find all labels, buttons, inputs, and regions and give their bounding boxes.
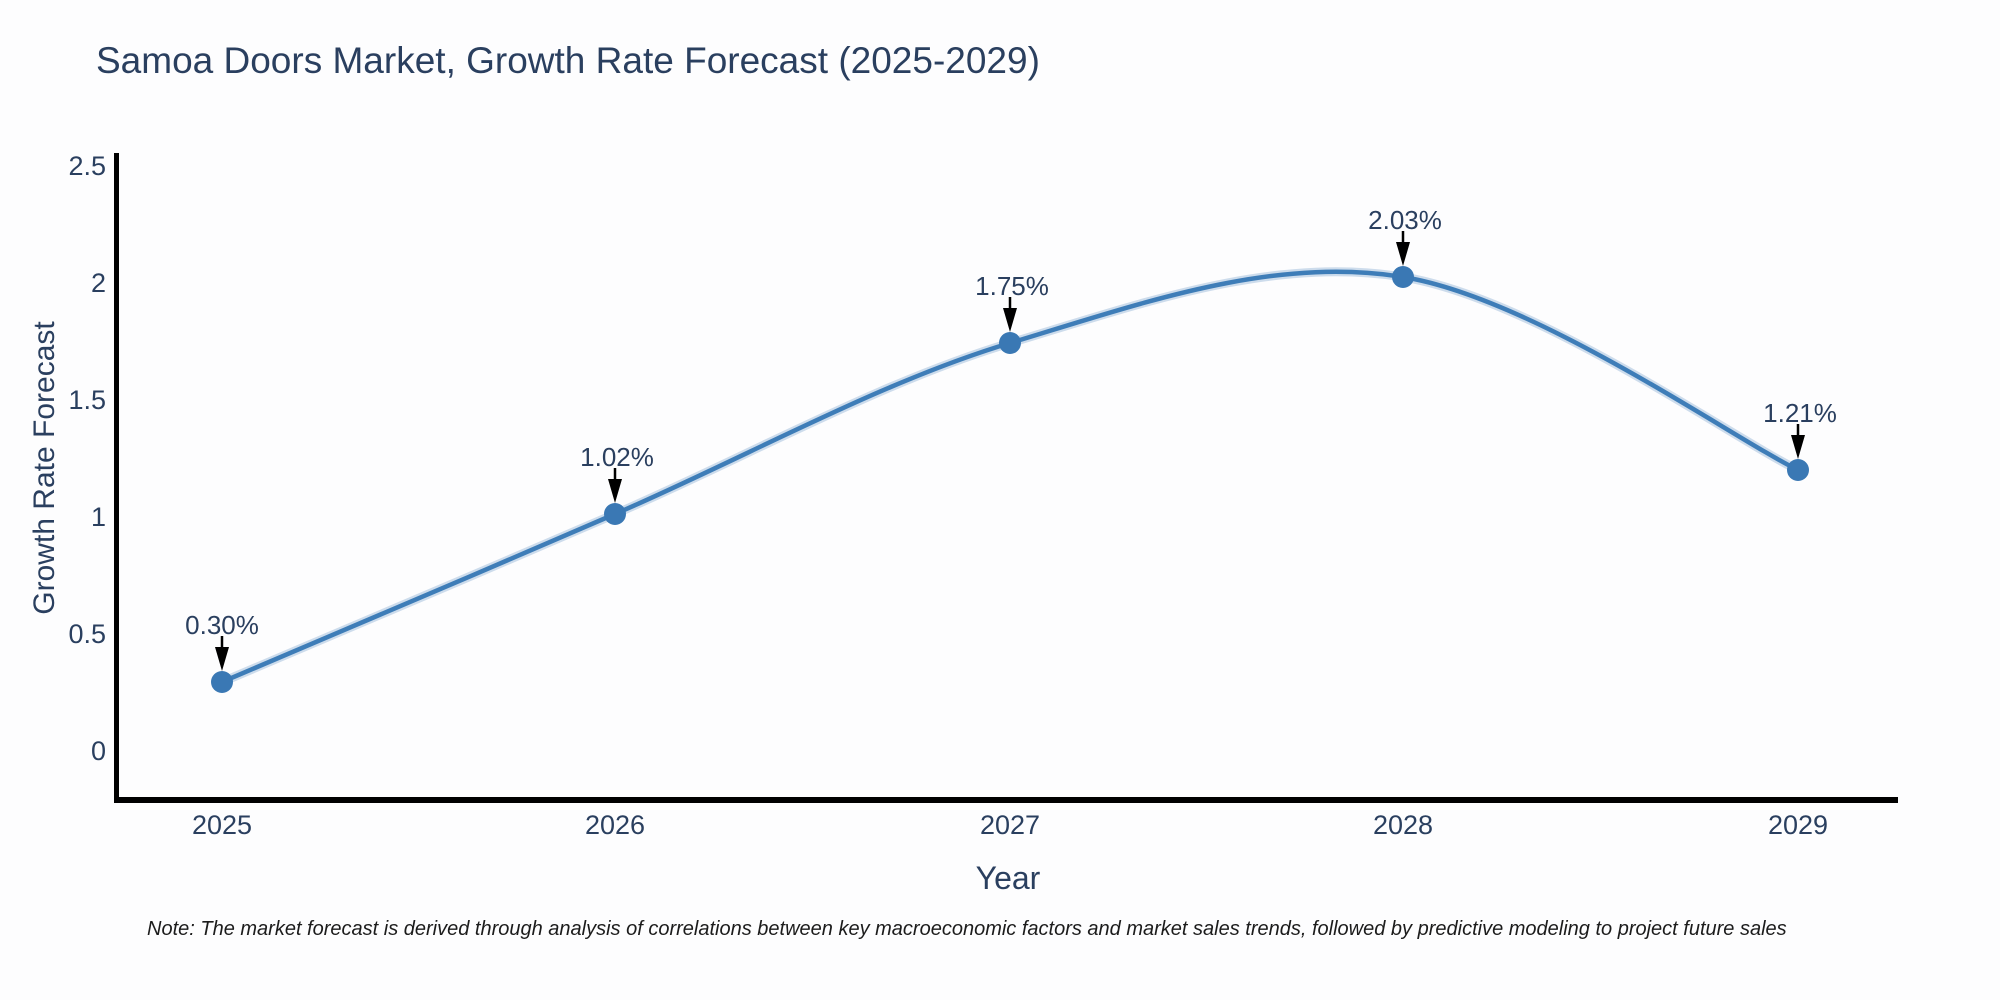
x-tick-2028: 2028	[1372, 810, 1434, 840]
x-axis-title: Year	[975, 860, 1041, 896]
value-label-2028: 2.03%	[1368, 205, 1442, 235]
y-tick-2: 2	[90, 268, 106, 298]
annotation-arrow-2028	[1396, 231, 1410, 266]
y-tick-2-5: 2.5	[68, 151, 106, 181]
value-label-2025: 0.30%	[185, 610, 259, 640]
x-tick-2029: 2029	[1767, 810, 1829, 840]
data-point-2025	[211, 671, 233, 693]
x-axis-line	[114, 797, 1898, 803]
data-point-2028	[1392, 266, 1414, 288]
y-axis-line	[114, 153, 119, 802]
chart-title: Samoa Doors Market, Growth Rate Forecast…	[96, 40, 1040, 81]
value-label-2029: 1.21%	[1763, 398, 1837, 428]
value-label-2027: 1.75%	[975, 271, 1049, 301]
y-tick-1-5: 1.5	[68, 385, 106, 415]
y-tick-0-5: 0.5	[68, 619, 106, 649]
annotation-arrow-2027	[1003, 297, 1017, 332]
value-label-2026: 1.02%	[580, 442, 654, 472]
annotation-arrow-2026	[608, 468, 622, 503]
x-tick-2026: 2026	[584, 810, 646, 840]
data-point-2029	[1787, 459, 1809, 481]
footnote: Note: The market forecast is derived thr…	[147, 918, 1787, 940]
x-tick-2025: 2025	[191, 810, 253, 840]
data-point-2026	[604, 503, 626, 525]
y-tick-0: 0	[90, 736, 106, 766]
y-tick-1: 1	[90, 502, 106, 532]
annotation-arrow-2025	[215, 636, 229, 671]
x-tick-2027: 2027	[979, 810, 1041, 840]
annotation-arrow-2029	[1791, 424, 1805, 459]
data-point-2027	[999, 332, 1021, 354]
